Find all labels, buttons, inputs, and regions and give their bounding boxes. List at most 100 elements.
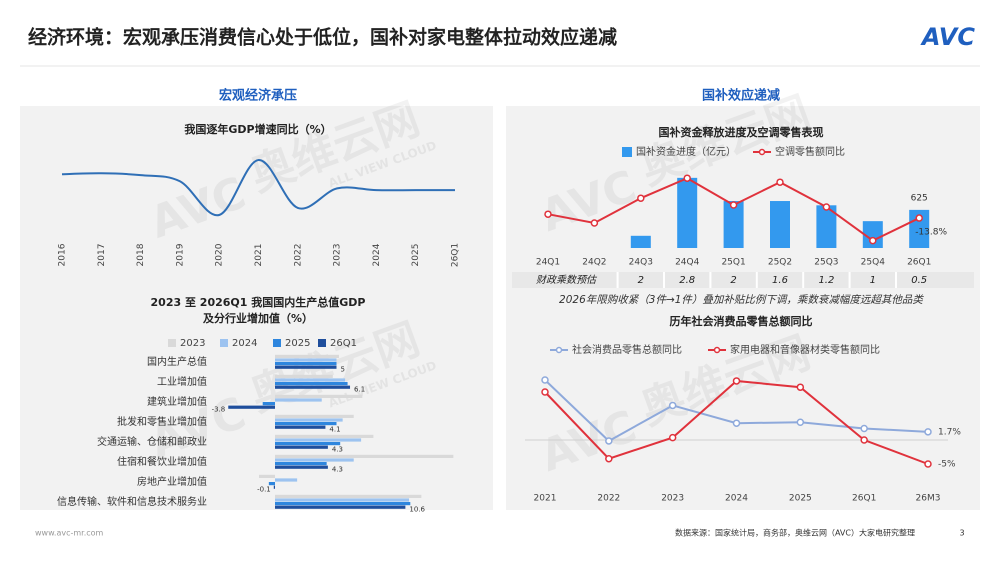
page-number: 3 bbox=[959, 529, 964, 538]
data-label: 4.3 bbox=[332, 465, 343, 473]
x-tick-label: 26Q1 bbox=[852, 494, 876, 504]
x-tick-label: 2021 bbox=[254, 244, 264, 267]
data-label: 4.3 bbox=[332, 445, 343, 453]
bar bbox=[228, 405, 275, 409]
x-tick-label: 25Q4 bbox=[861, 258, 886, 268]
marker bbox=[822, 203, 831, 211]
y-tick-label: 国内生产总值 bbox=[147, 355, 207, 368]
marker bbox=[796, 383, 805, 391]
legend-label: 社会消费品零售总额同比 bbox=[572, 343, 682, 356]
x-tick-label: 2023 bbox=[661, 494, 684, 504]
bar bbox=[816, 205, 837, 248]
bar bbox=[275, 354, 339, 358]
data-label: 10.6 bbox=[409, 505, 425, 513]
table-value: 0.5 bbox=[911, 275, 927, 286]
x-tick-label: 2024 bbox=[372, 243, 382, 266]
note: 2026年限购收紧（3件→1件）叠加补贴比例下调，乘数衰减幅度远超其他品类 bbox=[559, 294, 924, 306]
bar bbox=[275, 498, 410, 502]
marker bbox=[544, 210, 552, 218]
bar bbox=[275, 398, 322, 402]
legend-swatch bbox=[622, 147, 632, 157]
x-tick-label: 2019 bbox=[175, 243, 185, 266]
marker bbox=[860, 424, 868, 433]
marker bbox=[729, 201, 738, 209]
bar bbox=[273, 485, 275, 489]
table-value: 2 bbox=[638, 275, 644, 286]
y-tick-label: 建筑业增加值 bbox=[147, 395, 207, 408]
y-tick-label: 交通运输、仓储和邮政业 bbox=[97, 435, 207, 448]
x-tick-label: 2023 bbox=[333, 244, 343, 267]
data-label: -0.1 bbox=[257, 485, 271, 493]
table-value: 2.8 bbox=[679, 275, 695, 286]
bar bbox=[275, 465, 328, 469]
marker bbox=[668, 401, 677, 410]
legend-swatch bbox=[713, 346, 721, 354]
x-tick-label: 2022 bbox=[597, 494, 620, 504]
marker bbox=[541, 376, 549, 384]
legend-swatch bbox=[318, 339, 326, 347]
data-label: 625 bbox=[911, 193, 928, 203]
bar bbox=[275, 385, 351, 389]
bar bbox=[275, 442, 341, 446]
bar bbox=[275, 422, 337, 426]
x-tick-label: 24Q4 bbox=[675, 258, 700, 268]
bar bbox=[275, 358, 337, 362]
legend-swatch bbox=[555, 346, 563, 354]
bar bbox=[268, 482, 275, 486]
x-tick-label: 26Q1 bbox=[907, 258, 931, 268]
data-label: 5 bbox=[341, 365, 345, 373]
marker bbox=[860, 436, 868, 444]
table-value: 1.2 bbox=[818, 275, 834, 286]
marker bbox=[605, 437, 613, 445]
data-label: 1.7% bbox=[938, 427, 961, 437]
legend-swatch bbox=[168, 339, 176, 347]
marker bbox=[637, 194, 645, 202]
marker bbox=[776, 178, 784, 186]
source: 数据来源：国家统计局，商务部，奥维云网（AVC）大家电研究整理 bbox=[675, 528, 915, 538]
bar bbox=[275, 382, 348, 386]
legend-label: 2025 bbox=[285, 338, 310, 349]
marker bbox=[605, 454, 613, 463]
x-tick-label: 26Q1 bbox=[451, 243, 461, 267]
marker bbox=[796, 418, 805, 426]
line bbox=[61, 159, 455, 217]
x-tick-label: 26M3 bbox=[916, 494, 941, 504]
data-label: -3.8 bbox=[212, 405, 226, 413]
marker bbox=[683, 174, 691, 182]
x-tick-label: 2025 bbox=[789, 494, 812, 504]
x-tick-label: 24Q1 bbox=[536, 258, 560, 268]
data-label: -13.8% bbox=[915, 228, 947, 238]
panel bbox=[506, 106, 980, 510]
bar bbox=[259, 474, 275, 478]
bar bbox=[275, 494, 422, 498]
legend-label: 家用电器和音像器材类零售额同比 bbox=[730, 343, 880, 356]
bar bbox=[262, 402, 275, 406]
chart-title: 历年社会消费品零售总额同比 bbox=[670, 314, 813, 328]
bar bbox=[677, 177, 698, 248]
data-label: 6.1 bbox=[354, 385, 365, 393]
marker bbox=[590, 219, 599, 227]
table-value: 1.6 bbox=[772, 275, 788, 286]
x-tick-label: 2016 bbox=[58, 243, 68, 266]
x-tick-label: 24Q3 bbox=[629, 258, 653, 268]
y-tick-label: 工业增加值 bbox=[157, 375, 207, 388]
bar bbox=[275, 374, 333, 378]
bar bbox=[723, 201, 744, 248]
x-tick-label: 2025 bbox=[411, 244, 421, 267]
bar bbox=[275, 478, 298, 482]
bar bbox=[770, 201, 790, 248]
bar bbox=[275, 425, 326, 429]
bar bbox=[275, 458, 354, 462]
bar bbox=[275, 394, 363, 398]
marker bbox=[924, 428, 932, 436]
x-tick-label: 25Q3 bbox=[814, 258, 838, 268]
y-tick-label: 信息传输、软件和信息技术服务业 bbox=[57, 495, 207, 508]
chart-title: 及分行业增加值（%） bbox=[203, 311, 313, 325]
logo: AVC bbox=[920, 23, 976, 51]
x-tick-label: 25Q1 bbox=[721, 258, 745, 268]
section-title: 国补效应递减 bbox=[702, 88, 780, 104]
marker bbox=[732, 419, 741, 427]
marker bbox=[869, 236, 877, 245]
x-tick-label: 2020 bbox=[215, 243, 225, 266]
